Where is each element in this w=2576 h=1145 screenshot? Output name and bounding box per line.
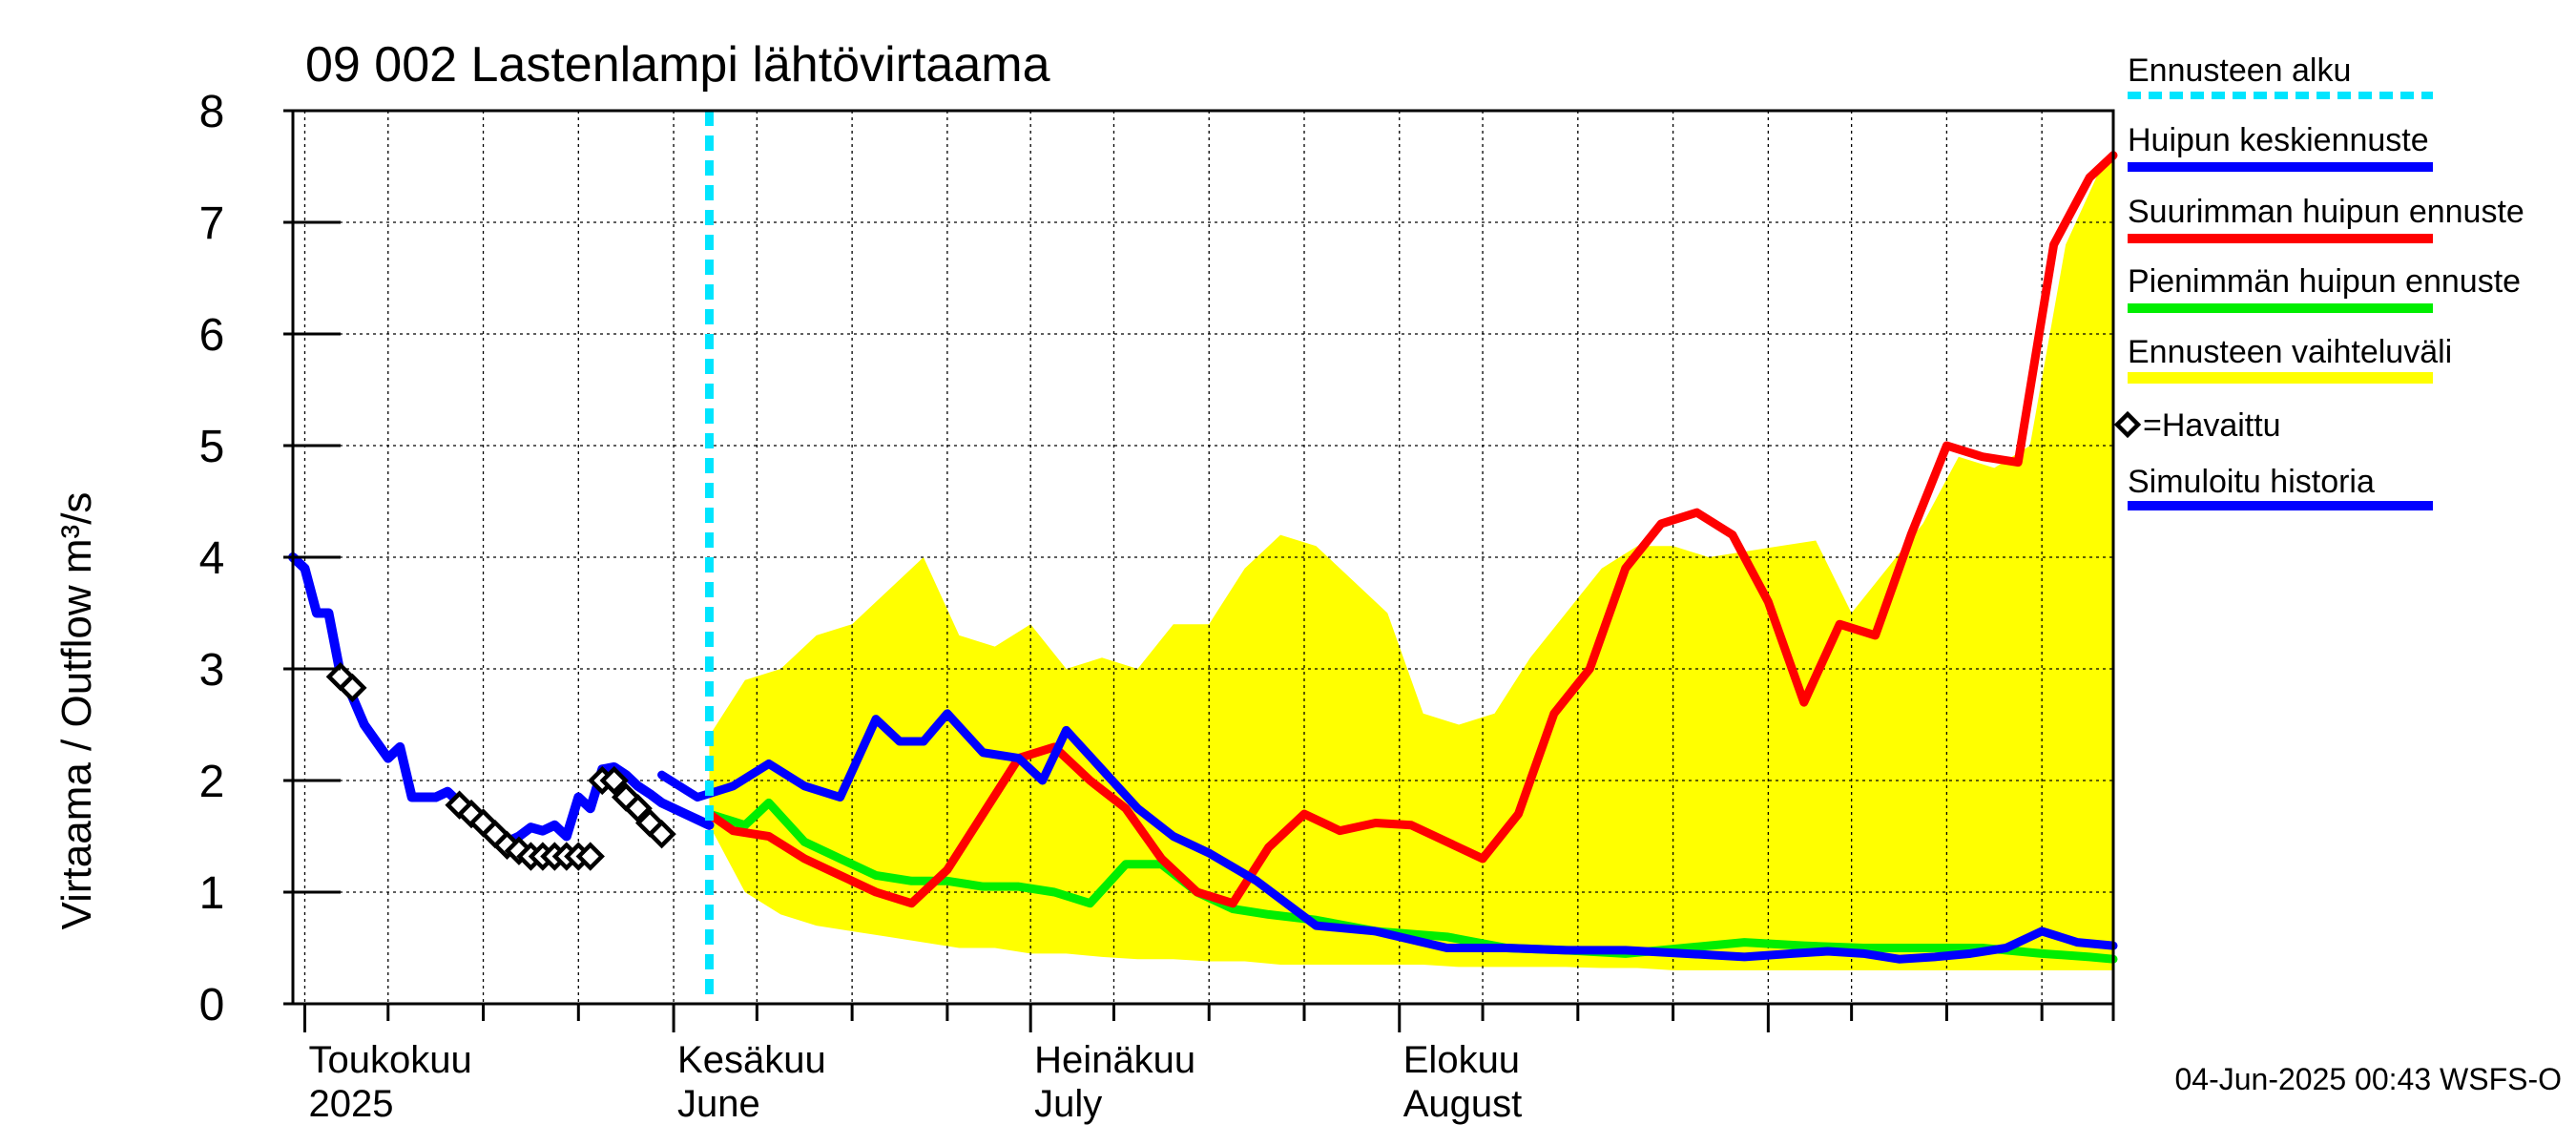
legend-label: Ennusteen vaihteluväli — [2128, 334, 2452, 370]
observed-point — [338, 673, 367, 703]
x-tick-label-secondary: July — [1034, 1083, 1102, 1125]
series-line-huipun-keskiennuste — [657, 709, 2118, 964]
y-tick-label: 0 — [199, 980, 225, 1030]
x-tick-label-secondary: August — [1403, 1083, 1523, 1125]
forecast-range-band — [709, 155, 2113, 970]
legend: Ennusteen alku Huipun keskiennuste Suurimm… — [2113, 52, 2524, 510]
legend-label: =Havaittu — [2143, 407, 2281, 444]
y-tick-label: 7 — [199, 198, 225, 249]
legend-label: Simuloitu historia — [2128, 464, 2375, 500]
observed-point — [599, 765, 629, 796]
observed-point — [623, 794, 653, 823]
y-tick-label: 5 — [199, 422, 225, 472]
x-tick-label: Kesäkuu — [677, 1039, 826, 1081]
x-tick-label: Elokuu — [1403, 1039, 1520, 1081]
legend-label: Huipun keskiennuste — [2128, 122, 2429, 158]
series-line-pienimm-n-huipun-ennuste — [704, 798, 2118, 964]
x-tick-label-secondary: 2025 — [308, 1083, 393, 1125]
y-tick-label: 6 — [199, 310, 225, 361]
y-tick-label: 3 — [199, 645, 225, 696]
y-ticks: 0 1 2 3 4 5 6 7 8 — [199, 87, 341, 1030]
legend-label: Ennusteen alku — [2128, 52, 2351, 89]
observed-markers — [325, 662, 676, 871]
series-layer — [288, 151, 2118, 964]
y-tick-label: 8 — [199, 87, 225, 137]
chart-title: 09 002 Lastenlampi lähtövirtaama — [305, 37, 1050, 93]
grid — [293, 111, 2113, 1004]
legend-label: Pienimmän huipun ennuste — [2128, 263, 2521, 300]
y-tick-label: 4 — [199, 533, 225, 584]
y-axis-label: Virtaama / Outflow m³/s — [53, 492, 100, 930]
x-tick-label: Heinäkuu — [1034, 1039, 1195, 1081]
observed-point — [647, 819, 676, 849]
observed-point — [575, 842, 605, 871]
x-tick-label-secondary: June — [677, 1083, 760, 1125]
timestamp-label: 04-Jun-2025 00:43 WSFS-O — [2174, 1062, 2562, 1096]
series-line-suurimman-huipun-ennuste — [704, 151, 2118, 908]
y-tick-label: 2 — [199, 757, 225, 807]
legend-label: Suurimman huipun ennuste — [2128, 194, 2524, 230]
y-tick-label: 1 — [199, 868, 225, 919]
legend-swatch-observed — [2113, 410, 2142, 439]
range-band-area — [709, 155, 2113, 970]
x-tick-label: Toukokuu — [308, 1039, 471, 1081]
